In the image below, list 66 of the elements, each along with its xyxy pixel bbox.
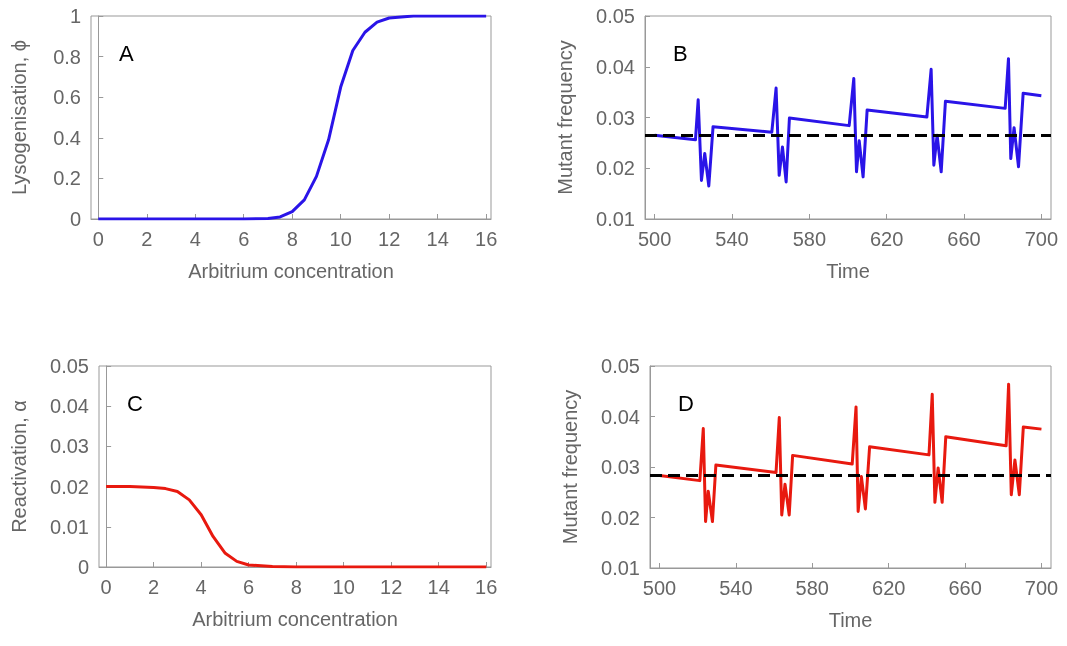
annotation: A (119, 40, 134, 66)
y-axis-title: Mutant frequency (559, 389, 581, 545)
x-tick-label: 16 (475, 228, 498, 250)
x-tick-label: 660 (947, 228, 981, 250)
y-tick-label: 0.05 (601, 355, 640, 377)
x-tick-label: 580 (792, 228, 827, 250)
y-tick-label: 0.02 (596, 157, 635, 180)
y-tick-label: 0.03 (596, 106, 635, 129)
x-tick-label: 4 (189, 228, 201, 250)
x-tick-label: 0 (92, 228, 104, 250)
x-tick-label: 14 (427, 576, 450, 598)
x-axis-title: Arbitrium concentration (188, 260, 394, 282)
y-axis-title: Reactivation, α (8, 400, 30, 533)
y-tick-label: 0.03 (50, 435, 89, 458)
annotation: B (673, 40, 688, 66)
y-tick-label: 0.4 (53, 126, 81, 149)
x-tick-label: 16 (475, 576, 498, 598)
x-tick-label: 2 (141, 228, 153, 250)
x-tick-label: 540 (719, 577, 753, 599)
x-tick-label: 700 (1024, 228, 1059, 250)
y-tick-label: 1 (69, 5, 81, 27)
y-tick-label: 0.2 (53, 167, 81, 190)
x-tick-label: 2 (148, 576, 160, 598)
x-tick-label: 14 (426, 228, 449, 250)
y-tick-label: 0.04 (596, 55, 635, 78)
y-tick-label: 0.04 (50, 395, 89, 418)
x-axis-title: Arbitrium concentration (192, 608, 398, 630)
annotation: D (678, 390, 694, 416)
y-tick-label: 0.05 (50, 355, 89, 377)
x-tick-label: 10 (332, 576, 355, 598)
x-tick-label: 500 (642, 577, 677, 599)
y-axis-title: Lysogenisation, ϕ (8, 40, 30, 195)
annotation: C (127, 390, 143, 416)
x-tick-label: 700 (1024, 577, 1059, 599)
x-tick-label: 6 (243, 576, 255, 598)
y-tick-label: 0.05 (596, 5, 635, 27)
x-tick-label: 12 (380, 576, 403, 598)
x-tick-label: 10 (329, 228, 352, 250)
x-tick-label: 660 (948, 577, 982, 599)
y-tick-label: 0.03 (601, 456, 640, 478)
y-tick-label: 0.6 (53, 86, 81, 109)
y-tick-label: 0.8 (53, 45, 81, 68)
y-tick-label: 0.02 (601, 506, 640, 529)
x-tick-label: 620 (869, 228, 904, 250)
x-tick-label: 0 (100, 576, 112, 598)
x-tick-label: 500 (637, 228, 672, 250)
x-axis-title: Time (828, 609, 873, 631)
line-series (104, 485, 488, 569)
y-tick-label: 0.02 (50, 475, 89, 498)
line-series (96, 14, 488, 221)
x-tick-label: 12 (378, 228, 401, 250)
x-tick-label: 540 (715, 228, 749, 250)
y-tick-label: 0 (69, 208, 81, 230)
x-tick-label: 6 (238, 228, 250, 250)
y-tick-label: 0.01 (50, 515, 89, 538)
y-tick-label: 0.01 (596, 208, 635, 230)
x-tick-label: 8 (290, 576, 302, 598)
y-tick-label: 0 (77, 556, 89, 578)
x-tick-label: 620 (872, 577, 906, 599)
x-axis-title: Time (826, 260, 870, 282)
y-tick-label: 0.04 (601, 405, 640, 428)
x-tick-label: 580 (795, 577, 829, 599)
y-tick-label: 0.01 (601, 557, 640, 579)
x-tick-label: 4 (195, 576, 207, 598)
x-tick-label: 8 (286, 228, 298, 250)
y-axis-title: Mutant frequency (554, 40, 576, 195)
